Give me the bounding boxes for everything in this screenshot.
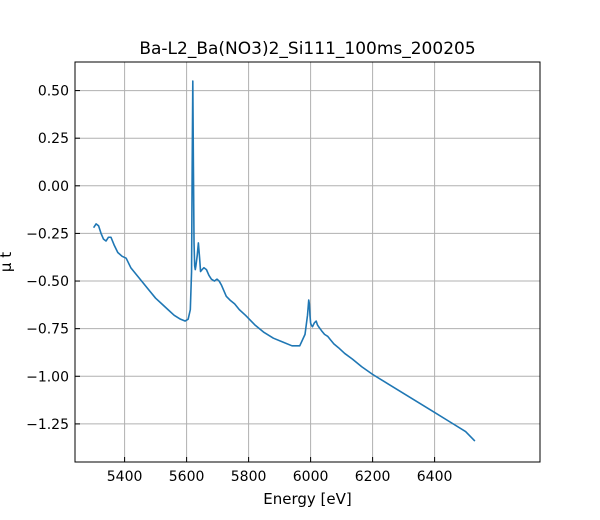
x-tick-label: 5800 [231, 469, 267, 485]
y-tick-label: 0.50 [38, 84, 69, 100]
x-tick-label: 5400 [107, 469, 143, 485]
chart-title: Ba-L2_Ba(NO3)2_Si111_100ms_200205 [139, 39, 475, 59]
y-tick-label: 0.00 [38, 179, 69, 195]
x-axis-label: Energy [eV] [263, 490, 351, 508]
x-tick-label: 5600 [169, 469, 205, 485]
y-tick-label: −1.00 [26, 369, 69, 385]
y-tick-label: −0.25 [26, 226, 69, 242]
x-tick-label: 6400 [417, 469, 453, 485]
series-line [92, 80, 476, 442]
y-tick-label: −1.25 [26, 417, 69, 433]
y-axis-label: μ t [0, 252, 15, 272]
ticks [75, 90, 436, 462]
y-tick-label: −0.50 [26, 274, 69, 290]
grid [75, 62, 540, 462]
y-tick-label: 0.25 [38, 131, 69, 147]
x-tick-labels: 5400 5600 5800 6000 6200 6400 [107, 469, 453, 485]
x-tick-label: 6200 [355, 469, 391, 485]
y-tick-labels: 0.50 0.25 0.00 −0.25 −0.50 −0.75 −1.00 −1.25 [26, 84, 69, 433]
y-tick-label: −0.75 [26, 322, 69, 338]
x-tick-label: 6000 [293, 469, 329, 485]
plot-frame [74, 61, 541, 463]
